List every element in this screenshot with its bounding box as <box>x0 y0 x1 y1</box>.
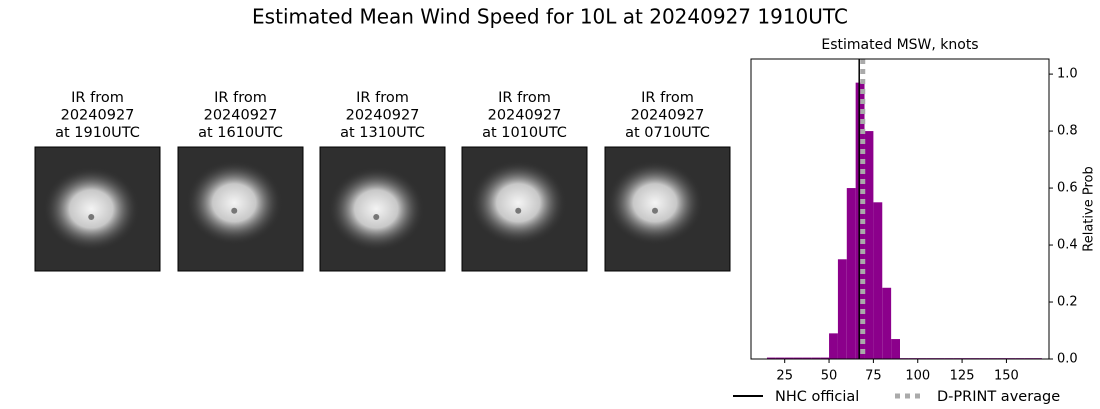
panel-title: 20240927 <box>204 108 278 124</box>
storm-cloud <box>607 160 703 245</box>
storm-cloud <box>186 160 283 245</box>
storm-cloud <box>43 167 140 251</box>
panel-title: at 1910UTC <box>55 125 140 141</box>
x-tick-label: 25 <box>776 369 793 384</box>
panel-title: at 1010UTC <box>482 125 567 141</box>
panel-title: at 0710UTC <box>625 125 710 141</box>
y-tick-label: 0.4 <box>1057 238 1078 253</box>
panel-title: 20240927 <box>61 108 135 124</box>
bar <box>855 82 865 359</box>
bar <box>775 357 785 359</box>
chart-title: Estimated MSW, knots <box>821 37 978 53</box>
x-tick-label: 125 <box>950 369 975 384</box>
storm-eye <box>231 207 238 214</box>
storm-eye <box>88 214 95 220</box>
panel-title: IR from <box>498 90 551 106</box>
x-tick-label: 100 <box>905 369 930 384</box>
panel-title: 20240927 <box>488 108 562 124</box>
storm-eye <box>373 214 380 220</box>
y-tick-label: 0.2 <box>1057 295 1078 310</box>
y-tick-label: 1.0 <box>1057 67 1078 82</box>
panel-title: at 1310UTC <box>340 125 425 141</box>
bar <box>837 259 847 359</box>
y-tick-label: 0.6 <box>1057 181 1078 196</box>
x-tick-label: 50 <box>821 369 838 384</box>
bar <box>846 188 856 359</box>
y-tick-label: 0.0 <box>1057 352 1078 367</box>
legend-label: NHC official <box>775 389 859 405</box>
bar <box>766 357 776 359</box>
bar <box>864 131 874 359</box>
panel-title: at 1610UTC <box>198 125 283 141</box>
storm-cloud <box>470 160 567 245</box>
bar <box>784 357 794 359</box>
plot-frame <box>750 58 1050 360</box>
bar <box>891 339 900 359</box>
x-tick-label: 150 <box>994 369 1019 384</box>
panel-title: IR from <box>641 90 694 106</box>
panel-title: IR from <box>356 90 409 106</box>
bar <box>829 333 838 359</box>
panel-title: 20240927 <box>631 108 705 124</box>
bar <box>811 357 821 359</box>
bar <box>873 202 883 359</box>
bar <box>820 357 830 359</box>
panel-title: 20240927 <box>346 108 420 124</box>
legend-label: D-PRINT average <box>937 389 1060 405</box>
storm-eye <box>652 207 658 214</box>
y-tick-label: 0.8 <box>1057 124 1078 139</box>
bar <box>882 287 892 359</box>
x-tick-label: 75 <box>865 369 882 384</box>
panel-title: IR from <box>71 90 124 106</box>
storm-eye <box>515 207 522 214</box>
panel-title: IR from <box>214 90 267 106</box>
storm-cloud <box>328 167 425 251</box>
figure-title: Estimated Mean Wind Speed for 10L at 202… <box>252 5 848 29</box>
bar <box>802 357 812 359</box>
bar <box>793 357 803 359</box>
y-axis-label: Relative Prob <box>1082 166 1097 251</box>
